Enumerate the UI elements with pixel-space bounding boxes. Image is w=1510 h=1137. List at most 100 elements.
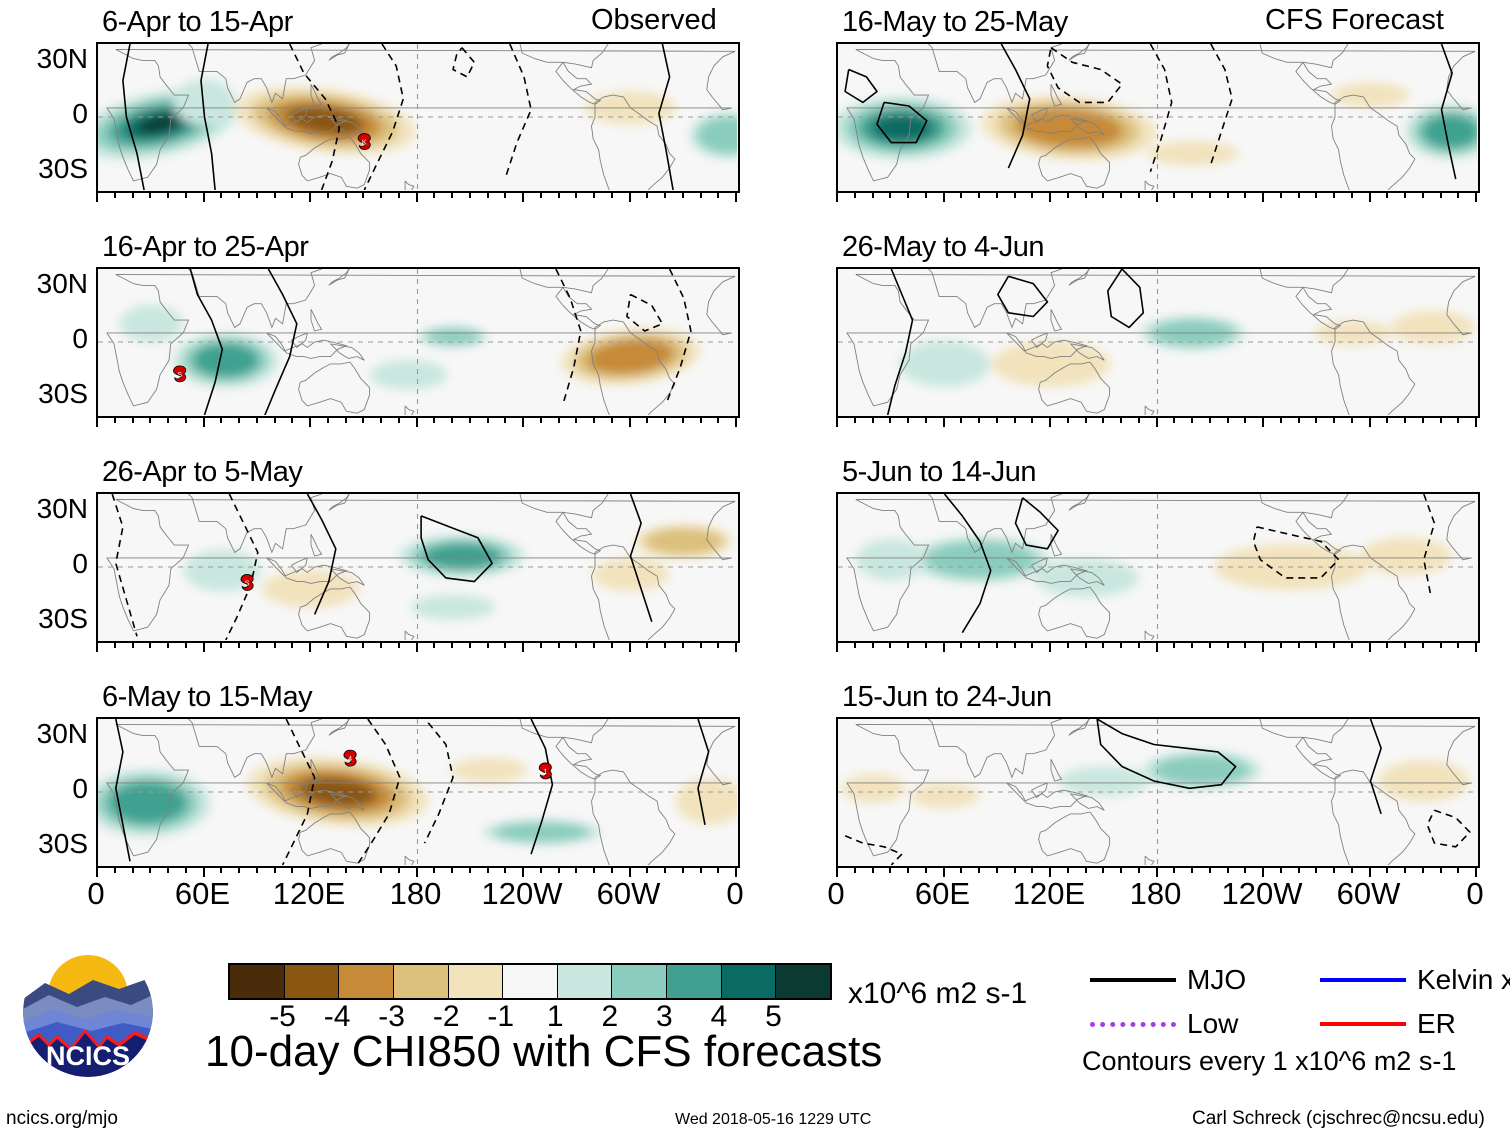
- x-tick-left-2: 120E: [272, 876, 346, 911]
- x-tick-right-4: 120W: [1221, 876, 1303, 911]
- panel-x-ticks-5: [836, 193, 1480, 202]
- legend-label-kelvin-x2: Kelvin x2: [1417, 964, 1510, 995]
- panel-title-4: 6-May to 15-May: [102, 681, 313, 713]
- x-tick-left-1: 60E: [174, 876, 231, 911]
- colorbar-swatch-1: [284, 965, 340, 998]
- tc-symbol: S: [240, 574, 254, 591]
- colorbar-swatch-0: [230, 965, 285, 998]
- map-panel-4[interactable]: 4 1: [96, 717, 740, 868]
- panel-x-ticks-2: [96, 418, 740, 427]
- x-tick-right-3: 180: [1129, 876, 1182, 911]
- x-tick-right-6: 0: [1466, 876, 1484, 911]
- legend-line-mjo: [1090, 978, 1176, 982]
- colorbar-tick-1: 1: [546, 1000, 564, 1033]
- legend-line-er: [1320, 1022, 1406, 1026]
- colorbar-tick-4: 4: [710, 1000, 728, 1033]
- footer-author: Carl Schreck (cjschrec@ncsu.edu): [1192, 1108, 1485, 1129]
- footer-site-link[interactable]: ncics.org/mjo: [6, 1108, 118, 1129]
- colorbar-swatch-6: [557, 965, 613, 998]
- colorbar: [228, 963, 832, 1000]
- map-panel-8[interactable]: [836, 717, 1480, 868]
- legend-entry-er: ER: [1320, 1008, 1456, 1040]
- legend-line-low: [1090, 1021, 1176, 1027]
- y-tick-30n-row4: 30N: [36, 718, 88, 750]
- legend-entry-low: Low: [1090, 1008, 1238, 1040]
- x-tick-right-0: 0: [827, 876, 845, 911]
- y-tick-30n-row1: 30N: [36, 43, 88, 75]
- tc-symbol: 4: [343, 749, 357, 767]
- panel-title-7: 5-Jun to 14-Jun: [842, 456, 1037, 488]
- x-tick-left-3: 180: [389, 876, 442, 911]
- colorbar-swatch-7: [612, 965, 668, 998]
- y-tick-0-row1: 0: [72, 98, 88, 129]
- ncics-logo: NCICS: [23, 947, 153, 1077]
- footer-timestamp: Wed 2018-05-16 1229 UTC: [675, 1111, 872, 1128]
- y-tick-30s-row1: 30S: [38, 152, 88, 184]
- x-tick-right-5: 60W: [1336, 876, 1401, 911]
- legend-label-low: Low: [1187, 1008, 1239, 1039]
- svg-text:1: 1: [543, 769, 547, 776]
- panel-x-ticks-4: [96, 868, 740, 877]
- svg-text:4: 4: [348, 756, 352, 763]
- panel-title-1: 6-Apr to 15-Apr: [102, 6, 293, 38]
- x-tick-left-0: 0: [87, 876, 105, 911]
- map-panel-3[interactable]: S: [96, 492, 740, 643]
- x-tick-left-6: 0: [726, 876, 744, 911]
- map-panel-2[interactable]: S: [96, 267, 740, 418]
- y-tick-30n-row3: 30N: [36, 493, 88, 525]
- map-panel-7[interactable]: [836, 492, 1480, 643]
- colorbar-tick-2: 2: [601, 1000, 619, 1033]
- legend-entry-kelvin-x2: Kelvin x2: [1320, 964, 1510, 996]
- colorbar-swatch-9: [721, 965, 777, 998]
- map-panel-6[interactable]: [836, 267, 1480, 418]
- colorbar-swatch-2: [339, 965, 394, 998]
- colorbar-swatch-8: [667, 965, 722, 998]
- colorbar-tick-neg1: -1: [487, 1000, 515, 1033]
- colorbar-tick-5: 5: [765, 1000, 782, 1033]
- ncics-logo-graphic: NCICS: [23, 947, 153, 1077]
- legend-line-kelvin-x2: [1320, 978, 1406, 982]
- panel-title-8: 15-Jun to 24-Jun: [842, 681, 1052, 713]
- map-panel-5[interactable]: [836, 42, 1480, 193]
- column-label-observed: Observed: [591, 4, 717, 36]
- colorbar-tick-neg4: -4: [323, 1000, 351, 1033]
- panel-x-ticks-6: [836, 418, 1480, 427]
- contour-interval-note: Contours every 1 x10^6 m2 s-1: [1082, 1046, 1457, 1076]
- colorbar-tick-neg5: -5: [269, 1000, 296, 1033]
- colorbar-swatch-5: [503, 965, 558, 998]
- y-tick-0-row2: 0: [72, 323, 88, 354]
- x-tick-right-1: 60E: [914, 876, 971, 911]
- y-tick-0-row4: 0: [72, 773, 88, 804]
- colorbar-tick-neg2: -2: [432, 1000, 460, 1033]
- tc-symbol: 1: [538, 762, 552, 780]
- panel-title-5: 16-May to 25-May: [842, 6, 1068, 38]
- column-label-cfs-forecast: CFS Forecast: [1265, 4, 1444, 36]
- x-tick-left-5: 60W: [596, 876, 661, 911]
- tc-symbol: S: [173, 365, 187, 383]
- legend-label-er: ER: [1417, 1008, 1456, 1039]
- panel-title-3: 26-Apr to 5-May: [102, 456, 303, 488]
- ncics-logo-text: NCICS: [46, 1041, 130, 1071]
- svg-text:K: K: [362, 140, 367, 147]
- y-tick-0-row3: 0: [72, 548, 88, 579]
- y-tick-30s-row2: 30S: [38, 377, 88, 409]
- colorbar-swatch-3: [393, 965, 449, 998]
- panel-x-ticks-3: [96, 643, 740, 652]
- y-tick-30s-row4: 30S: [38, 827, 88, 859]
- panel-x-ticks-1: [96, 193, 740, 202]
- svg-text:S: S: [245, 580, 250, 587]
- x-tick-left-4: 120W: [481, 876, 563, 911]
- colorbar-tick-neg3: -3: [378, 1000, 405, 1033]
- panel-title-2: 16-Apr to 25-Apr: [102, 231, 309, 263]
- page-title: 10-day CHI850 with CFS forecasts: [205, 1027, 883, 1076]
- y-tick-30n-row2: 30N: [36, 268, 88, 300]
- map-panel-1[interactable]: K: [96, 42, 740, 193]
- legend-entry-mjo: MJO: [1090, 964, 1246, 996]
- svg-text:S: S: [177, 372, 182, 379]
- x-tick-right-2: 120E: [1012, 876, 1086, 911]
- tc-symbol: K: [357, 133, 371, 150]
- panel-title-6: 26-May to 4-Jun: [842, 231, 1045, 263]
- panel-x-ticks-7: [836, 643, 1480, 652]
- colorbar-units-label: x10^6 m2 s-1: [848, 977, 1028, 1010]
- colorbar-swatch-4: [448, 965, 504, 998]
